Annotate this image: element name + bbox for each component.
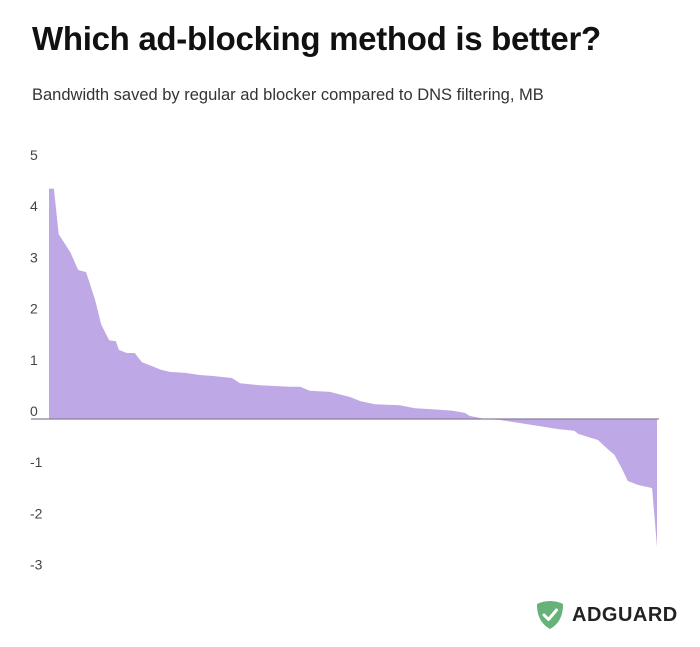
- adguard-logo: ADGUARD: [536, 600, 678, 630]
- y-tick-label: 5: [30, 147, 38, 163]
- y-tick-label: 2: [30, 301, 38, 317]
- y-tick-label: 1: [30, 352, 38, 368]
- y-tick-label: -3: [30, 557, 43, 573]
- y-axis: 5 4 3 2 1 0 -1 -2 -3: [30, 147, 43, 573]
- y-tick-label: 3: [30, 249, 38, 265]
- y-tick-label: 0: [30, 403, 38, 419]
- y-tick-label: -2: [30, 505, 43, 521]
- area-series: [49, 188, 657, 547]
- chart-title: Which ad-blocking method is better?: [32, 20, 601, 57]
- shield-check-icon: [537, 601, 563, 629]
- chart-subtitle: Bandwidth saved by regular ad blocker co…: [32, 86, 544, 104]
- brand-name: ADGUARD: [572, 603, 678, 626]
- y-tick-label: -1: [30, 454, 43, 470]
- y-tick-label: 4: [30, 198, 38, 214]
